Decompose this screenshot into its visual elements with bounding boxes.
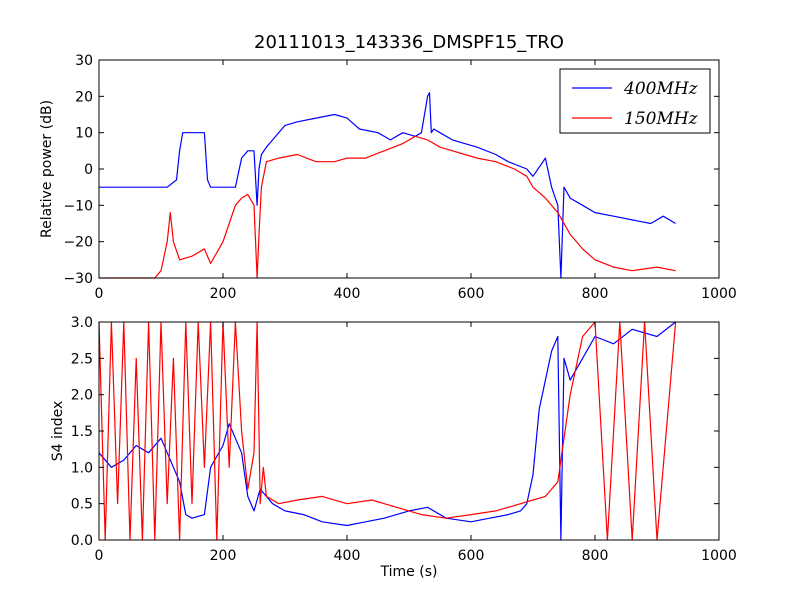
s4-ytick-label: 1.5: [71, 424, 93, 440]
power-xtick-label: 0: [95, 286, 104, 302]
power-ytick-label: 10: [75, 126, 93, 142]
s4-ytick-label: 0.0: [71, 533, 93, 549]
s4-ytick-label: 0.5: [71, 497, 93, 513]
time-xlabel: Time (s): [380, 564, 438, 580]
s4-xtick-label: 600: [458, 548, 485, 564]
power-panel: 0 200 400 600 800 1000 −30 −20 −10 0 10 20 30 Relati…: [39, 53, 737, 302]
s4-ytick-label: 2.5: [71, 351, 93, 367]
s4-xtick-label: 200: [210, 548, 237, 564]
s4-xtick-label: 0: [95, 548, 104, 564]
s4-series-400mhz: [98, 321, 676, 541]
power-ytick-label: −10: [63, 198, 93, 214]
power-series-150mhz: [99, 135, 676, 279]
power-ytick-label: −20: [63, 235, 93, 251]
s4-ylabel: S4 index: [50, 401, 66, 462]
s4-xtick-label: 400: [334, 548, 361, 564]
legend: 400MHz 150MHz: [559, 68, 711, 134]
s4-panel: 0 200 400 600 800 1000 0.0 0.5 1.0 1.5 2.0 2.5 3.0 S…: [50, 315, 737, 580]
chart-title: 20111013_143336_DMSPF15_TRO: [254, 32, 564, 53]
power-ylabel: Relative power (dB): [39, 100, 55, 238]
power-ytick-label: 20: [75, 89, 93, 105]
s4-ytick-label: 2.0: [71, 388, 93, 404]
legend-label-400mhz: 400MHz: [623, 79, 699, 99]
legend-label-150mhz: 150MHz: [624, 109, 699, 129]
power-xtick-label: 1000: [701, 286, 737, 302]
power-xtick-label: 800: [582, 286, 609, 302]
s4-xtick-label: 1000: [701, 548, 737, 564]
legend-box: [559, 68, 711, 134]
s4-xtick-label: 800: [582, 548, 609, 564]
power-xtick-label: 600: [458, 286, 485, 302]
power-xtick-label: 200: [210, 286, 237, 302]
power-xtick-label: 400: [334, 286, 361, 302]
s4-ytick-label: 3.0: [71, 315, 93, 331]
power-ytick-label: 30: [75, 53, 93, 69]
power-ytick-label: 0: [84, 162, 93, 178]
power-ytick-label: −30: [63, 271, 93, 287]
s4-ytick-label: 1.0: [71, 460, 93, 476]
power-series-400mhz: [99, 92, 676, 279]
